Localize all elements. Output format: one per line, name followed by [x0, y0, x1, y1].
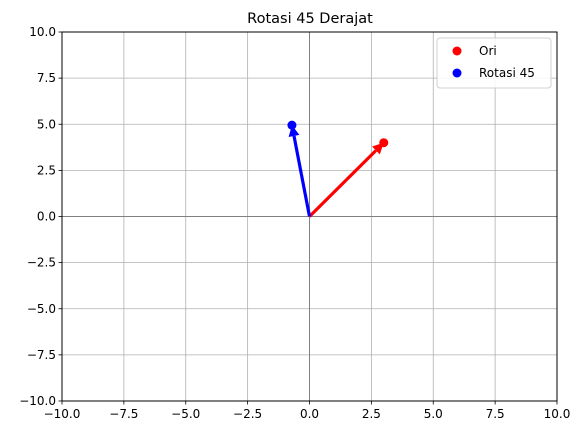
- legend-box: [436, 37, 552, 89]
- y-tick-label: −7.5: [27, 348, 56, 362]
- data-point: [287, 120, 297, 130]
- x-tick-label: 0.0: [300, 407, 319, 421]
- y-tick-label: 5.0: [37, 117, 56, 131]
- legend-label: Rotasi 45: [479, 66, 535, 80]
- x-tick-label: 7.5: [486, 407, 505, 421]
- legend-marker: [452, 68, 462, 78]
- x-tick-label: −10.0: [44, 407, 81, 421]
- legend-label: Ori: [479, 44, 497, 58]
- legend-marker: [452, 46, 462, 56]
- vector-shaft: [292, 135, 312, 217]
- y-tick-label: −2.5: [27, 256, 56, 270]
- x-tick-label: 5.0: [424, 407, 443, 421]
- y-tick-label: 7.5: [37, 71, 56, 85]
- y-axis-ticks: −10.0 −7.5 −5.0 −2.5 0.0 2.5 5.0 7.5 10.0: [19, 25, 62, 408]
- y-tick-label: −5.0: [27, 302, 56, 316]
- data-point: [379, 138, 389, 148]
- y-tick-label: 10.0: [29, 25, 56, 39]
- x-tick-label: 2.5: [362, 407, 381, 421]
- y-tick-label: 2.5: [37, 163, 56, 177]
- chart-title: Rotasi 45 Derajat: [247, 11, 373, 27]
- y-tick-label: 0.0: [37, 210, 56, 224]
- x-tick-label: 10.0: [544, 407, 571, 421]
- x-tick-label: −7.5: [109, 407, 138, 421]
- data-points: [287, 120, 389, 148]
- vector-shaft: [308, 149, 378, 218]
- legend: Ori Rotasi 45: [436, 37, 552, 89]
- x-tick-label: −2.5: [233, 407, 262, 421]
- y-tick-label: −10.0: [19, 394, 56, 408]
- x-axis-ticks: −10.0 −7.5 −5.0 −2.5 0.0 2.5 5.0 7.5 10.0: [44, 401, 571, 421]
- x-tick-label: −5.0: [171, 407, 200, 421]
